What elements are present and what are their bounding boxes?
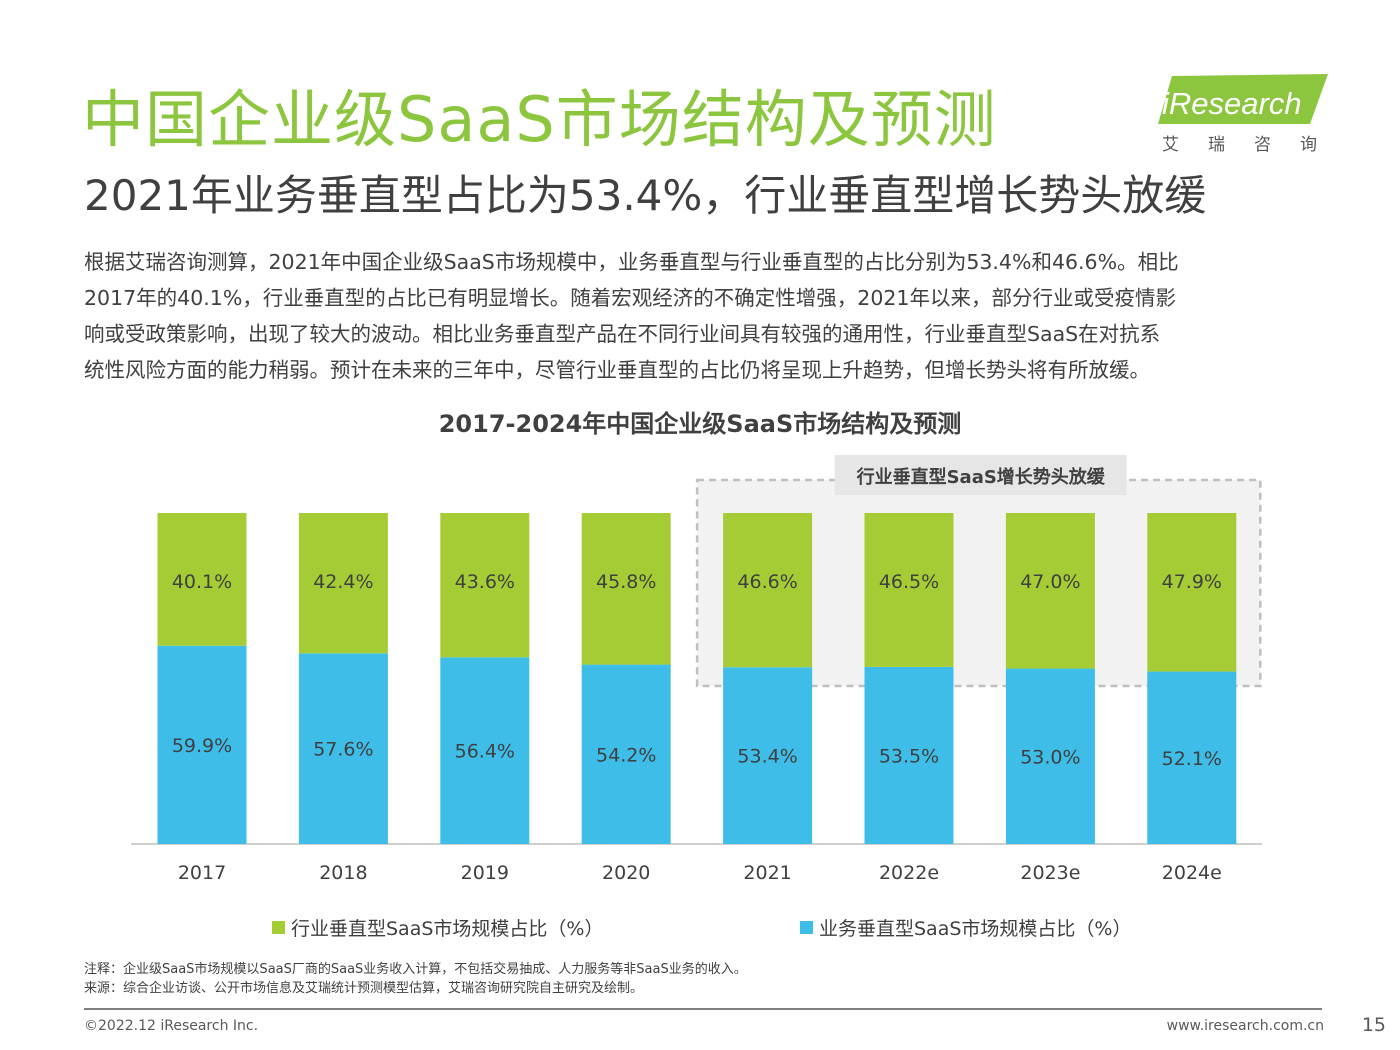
logo-brand: iResearch (1162, 86, 1302, 121)
page-subtitle: 2021年业务垂直型占比为53.4%，行业垂直型增长势头放缓 (84, 171, 1207, 220)
bar-business-2021 (723, 667, 813, 844)
data-label-industry-2022e: 46.5% (879, 571, 939, 593)
data-label-industry-2018: 42.4% (313, 571, 373, 593)
logo-chinese: 艾瑞咨询 (1162, 135, 1346, 155)
bar-industry-2017 (157, 513, 247, 646)
notes: 注释：企业级SaaS市场规模以SaaS厂商的SaaS业务收入计算，不包括交易抽成… (84, 960, 747, 998)
data-label-industry-2024e: 47.9% (1162, 571, 1222, 593)
bar-business-2017 (157, 645, 247, 844)
bar-industry-2023e (1005, 513, 1095, 669)
x-tick-label-2022e: 2022e (879, 862, 939, 884)
bar-industry-2018 (298, 513, 388, 654)
data-label-business-2018: 57.6% (313, 739, 373, 761)
x-tick-label-2021: 2021 (743, 862, 791, 884)
bar-business-2020 (581, 664, 671, 844)
bar-industry-2020 (581, 513, 671, 665)
footer-divider (84, 1008, 1322, 1010)
data-label-business-2024e: 52.1% (1162, 748, 1222, 770)
data-label-industry-2017: 40.1% (172, 571, 232, 593)
bar-business-2024e (1147, 671, 1237, 844)
legend-label-industry: 行业垂直型SaaS市场规模占比（%） (291, 917, 604, 940)
iresearch-logo: iResearch 艾瑞咨询 (1158, 74, 1330, 158)
legend-swatch-industry (272, 920, 285, 934)
annotation-label-bg (834, 455, 1127, 495)
bar-industry-2019 (440, 513, 530, 658)
bar-industry-2024e (1147, 513, 1237, 672)
x-tick-label-2024e: 2024e (1162, 862, 1222, 884)
data-label-industry-2019: 43.6% (455, 571, 515, 593)
data-label-business-2021: 53.4% (737, 746, 797, 768)
legend-item-business: 业务垂直型SaaS市场规模占比（%） (800, 912, 1131, 942)
legend-item-industry: 行业垂直型SaaS市场规模占比（%） (272, 912, 603, 942)
bar-business-2022e (864, 666, 954, 844)
bar-business-2018 (298, 653, 388, 844)
annotation-label: 行业垂直型SaaS增长势头放缓 (856, 466, 1106, 488)
note-text: 注释：企业级SaaS市场规模以SaaS厂商的SaaS业务收入计算，不包括交易抽成… (84, 962, 747, 977)
data-label-business-2020: 54.2% (596, 744, 656, 766)
bar-industry-2022e (864, 513, 954, 667)
data-label-industry-2021: 46.6% (737, 571, 797, 593)
data-label-industry-2023e: 47.0% (1020, 571, 1080, 593)
data-label-business-2022e: 53.5% (879, 745, 939, 767)
x-tick-label-2023e: 2023e (1020, 862, 1080, 884)
page-title: 中国企业级SaaS市场结构及预测 (82, 83, 997, 156)
bar-industry-2021 (723, 513, 813, 668)
data-label-business-2019: 56.4% (455, 741, 515, 763)
x-tick-label-2018: 2018 (319, 862, 367, 884)
chart-title: 2017-2024年中国企业级SaaS市场结构及预测 (438, 410, 962, 438)
body-line: 2017年的40.1%，行业垂直型的占比已有明显增长。随着宏观经济的不确定性增强… (84, 286, 1176, 310)
bar-business-2023e (1005, 668, 1095, 844)
data-label-business-2017: 59.9% (172, 735, 232, 757)
x-tick-label-2019: 2019 (461, 862, 509, 884)
stacked-bar-chart: 59.9% 40.1% 2017 57.6% 42.4% 2018 56.4% 43.6% 20… (131, 455, 1262, 884)
x-tick-label-2017: 2017 (178, 862, 226, 884)
page-number: 15 (1361, 1014, 1386, 1036)
body-line: 统性风险方面的能力稍弱。预计在未来的三年中，尽管行业垂直型的占比仍将呈现上升趋势… (84, 358, 1150, 382)
body-paragraph: 根据艾瑞咨询测算，2021年中国企业级SaaS市场规模中，业务垂直型与行业垂直型… (84, 244, 1314, 388)
legend-label-business: 业务垂直型SaaS市场规模占比（%） (819, 917, 1132, 940)
legend-swatch-business (800, 920, 813, 934)
body-line: 响或受政策影响，出现了较大的波动。相比业务垂直型产品在不同行业间具有较强的通用性… (84, 322, 1161, 346)
data-label-business-2023e: 53.0% (1020, 746, 1080, 768)
bar-business-2019 (440, 657, 530, 844)
body-line: 根据艾瑞咨询测算，2021年中国企业级SaaS市场规模中，业务垂直型与行业垂直型… (84, 250, 1179, 274)
copyright: ©2022.12 iResearch Inc. (84, 1018, 259, 1034)
logo-band (1158, 74, 1328, 124)
source-text: 来源：综合企业访谈、公开市场信息及艾瑞统计预测模型估算，艾瑞咨询研究院自主研究及… (84, 981, 644, 996)
website: www.iresearch.com.cn (1166, 1018, 1324, 1034)
data-label-industry-2020: 45.8% (596, 571, 656, 593)
x-tick-label-2020: 2020 (602, 862, 650, 884)
